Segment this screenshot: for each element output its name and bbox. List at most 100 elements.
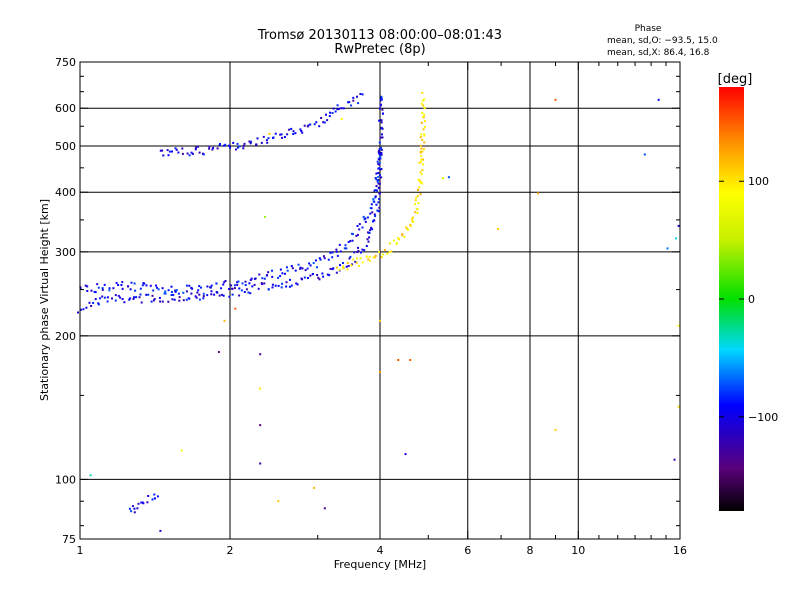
echo-point — [271, 283, 274, 286]
echo-point — [236, 281, 239, 284]
echo-point — [159, 300, 162, 303]
echo-point — [119, 296, 122, 299]
echo-point — [197, 289, 200, 292]
echo-point — [271, 269, 273, 272]
echo-point — [316, 266, 318, 269]
echo-point — [361, 226, 364, 229]
y-tick-label: 750 — [55, 56, 76, 69]
echo-point — [101, 288, 104, 291]
scatter-point — [677, 405, 680, 408]
echo-point — [371, 211, 374, 214]
y-tick-labels: 75 100 200 300 400 500 600 750 — [55, 56, 76, 546]
echo-point — [367, 240, 370, 243]
echo-point — [163, 292, 166, 295]
echo-point — [286, 133, 289, 136]
echo-point — [213, 293, 216, 296]
echo-point — [336, 104, 339, 107]
echo-point — [418, 186, 421, 189]
echo-point — [244, 280, 247, 283]
echo-point — [177, 292, 180, 295]
scatter-point — [263, 215, 266, 218]
echo-point — [326, 119, 329, 122]
echo-point — [294, 269, 297, 272]
echo-point — [223, 144, 225, 147]
echo-point — [349, 255, 352, 258]
echo-point — [371, 228, 374, 231]
echo-point — [331, 256, 334, 259]
echo-point — [167, 300, 170, 303]
echo-point — [335, 250, 338, 253]
y-tick-label: 600 — [55, 102, 76, 115]
echo-point — [389, 242, 392, 245]
echo-point — [357, 250, 360, 252]
x-tick-labels: 1 2 4 6 8 10 16 — [77, 544, 688, 557]
echo-point — [309, 264, 312, 267]
echo-point — [103, 296, 106, 299]
echo-point — [403, 235, 406, 238]
echo-point — [356, 233, 359, 236]
echo-point — [255, 143, 258, 146]
echo-point — [319, 258, 322, 261]
echo-point — [424, 125, 426, 128]
echo-point — [210, 290, 213, 293]
echo-point — [322, 275, 325, 278]
echo-point — [194, 148, 197, 151]
echo-point — [417, 188, 419, 191]
echo-point — [348, 257, 351, 260]
echo-point — [206, 294, 209, 297]
echo-point — [161, 300, 164, 303]
echo-point — [115, 281, 118, 284]
echo-point — [266, 141, 269, 144]
echo-point — [421, 150, 424, 153]
echo-point — [131, 505, 134, 508]
echo-point — [288, 128, 291, 131]
scatter-point — [643, 153, 646, 156]
scatter-point — [259, 462, 262, 465]
echo-point — [372, 219, 375, 222]
echo-point — [147, 293, 150, 296]
scatter-point — [674, 237, 677, 240]
echo-point — [150, 300, 153, 303]
echo-point — [231, 287, 234, 290]
x-axis-label: Frequency [MHz] — [334, 558, 426, 571]
echo-point — [274, 132, 277, 135]
echo-point — [235, 148, 237, 151]
echo-point — [90, 305, 93, 307]
echo-point — [120, 284, 123, 286]
echo-point — [188, 154, 191, 157]
echo-point — [77, 311, 79, 314]
echo-point — [215, 291, 218, 293]
echo-point — [271, 286, 274, 289]
echo-point — [194, 295, 197, 298]
echo-point — [99, 297, 102, 300]
echo-point — [362, 215, 365, 218]
echo-point — [377, 163, 380, 165]
echo-point — [306, 267, 309, 270]
echo-point — [200, 286, 202, 289]
scatter-point — [89, 474, 92, 477]
echo-point — [254, 277, 257, 280]
echo-point — [251, 285, 254, 288]
echo-point — [378, 119, 381, 122]
echo-point — [331, 112, 334, 114]
echo-point — [357, 264, 360, 267]
echo-point — [161, 287, 164, 290]
echo-point — [280, 286, 283, 289]
echo-point — [420, 158, 423, 161]
echo-point — [345, 265, 348, 268]
echo-point — [281, 136, 283, 139]
echo-point — [342, 265, 345, 268]
echo-point — [379, 104, 382, 107]
echo-point — [375, 203, 378, 206]
echo-point — [374, 215, 377, 218]
echo-point — [146, 501, 149, 504]
echo-point — [375, 177, 377, 180]
echo-point — [307, 277, 309, 279]
echo-point — [166, 149, 169, 152]
echo-point — [368, 231, 371, 234]
echo-point — [260, 141, 263, 144]
echo-point — [244, 284, 247, 286]
echo-point — [191, 152, 194, 155]
echo-point — [367, 258, 370, 261]
y-tick-label: 75 — [62, 533, 76, 546]
